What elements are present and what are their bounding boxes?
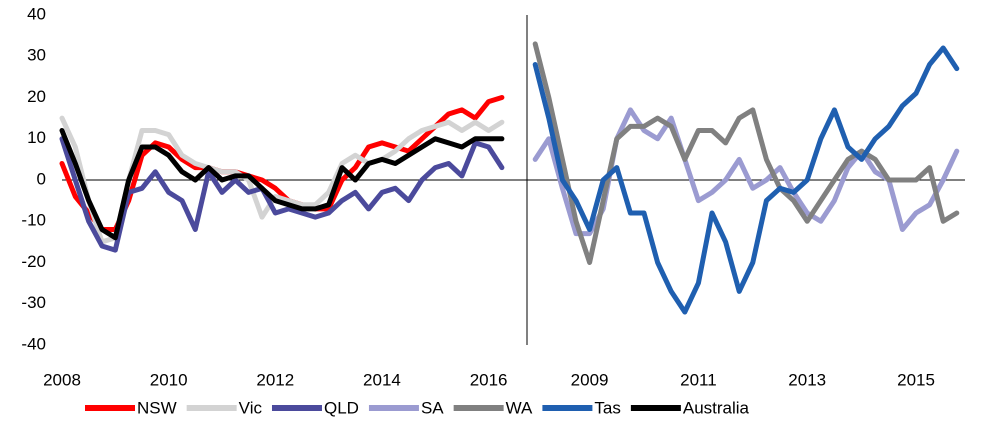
series-line [532,45,960,315]
x-tick-label: 2013 [788,370,826,389]
x-tick-label: 2010 [150,370,188,389]
y-tick-label: -40 [21,334,46,353]
y-tick-label: -20 [21,252,46,271]
x-tick-label: 2016 [470,370,508,389]
legend-label: Australia [683,398,750,417]
series-line [59,115,505,245]
y-tick-label: 10 [27,128,46,147]
legend-label: Tas [594,398,620,417]
x-tick-label: 2012 [256,370,294,389]
y-tick-label: 0 [37,169,46,188]
x-tick-label: 2011 [680,370,717,389]
legend-label: Vic [239,398,263,417]
series-line [59,128,505,241]
series-line [59,95,505,232]
y-tick-label: 30 [27,46,46,65]
legend-label: QLD [324,398,359,417]
legend-label: WA [506,398,533,417]
x-tick-label: 2009 [571,370,609,389]
series-line [532,41,960,265]
series-line [59,136,505,253]
y-tick-label: 40 [27,4,46,23]
x-tick-label: 2008 [43,370,81,389]
legend-label: SA [421,398,444,417]
y-tick-label: -30 [21,293,46,312]
y-tick-label: 20 [27,87,46,106]
legend-label: NSW [137,398,177,417]
x-tick-label: 2014 [363,370,401,389]
x-tick-label: 2015 [897,370,935,389]
y-tick-label: -10 [21,211,46,230]
